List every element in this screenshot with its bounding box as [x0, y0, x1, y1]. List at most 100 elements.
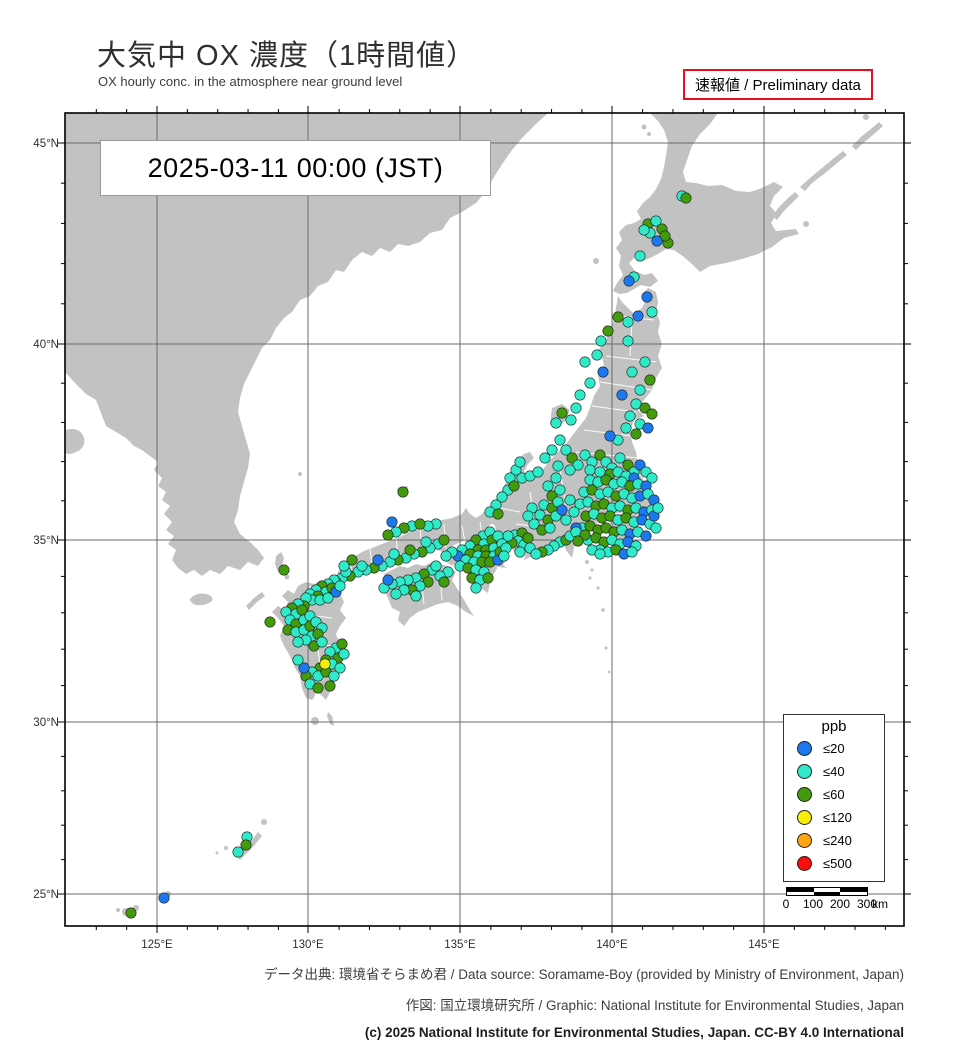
island-kunashiri [772, 192, 799, 220]
legend-item-label: ≤40 [823, 764, 845, 779]
station-dot [382, 574, 394, 586]
legend-item: ≤20 [784, 737, 884, 760]
station-dot [390, 588, 402, 600]
scale-bar-labels: 0 100 200 300 km [783, 897, 916, 911]
station-dot [319, 658, 331, 670]
station-dot [646, 408, 658, 420]
svg-text:140°E: 140°E [596, 939, 628, 951]
footer-copyright: (c) 2025 National Institute for Environm… [364, 1025, 904, 1040]
station-dot [264, 616, 276, 628]
station-dot [594, 449, 606, 461]
station-dot [372, 554, 384, 566]
legend-title: ppb [821, 718, 847, 735]
station-dot [312, 682, 324, 694]
station-dot [614, 452, 626, 464]
island-izu-3 [588, 576, 592, 580]
station-dot [652, 502, 664, 514]
legend-color-dot [797, 764, 812, 779]
station-dot [532, 466, 544, 478]
legend-color-dot [797, 856, 812, 871]
legend-item-label: ≤120 [823, 810, 852, 825]
station-dot [556, 504, 568, 516]
station-dot [328, 670, 340, 682]
scale-bar-number: 100 [802, 897, 824, 911]
footer-data-source: データ出典: 環境省そらまめ君 / Data source: Soramame-… [264, 967, 904, 982]
station-dot [591, 349, 603, 361]
station-dot [514, 546, 526, 558]
legend-item-label: ≤240 [823, 833, 852, 848]
station-dot [594, 548, 606, 560]
station-dot [334, 662, 346, 674]
station-dot [336, 638, 348, 650]
legend-item-label: ≤60 [823, 787, 845, 802]
station-dot [641, 291, 653, 303]
island-hokkaido [613, 113, 799, 294]
station-dot [579, 356, 591, 368]
station-dot [560, 514, 572, 526]
station-dot [556, 407, 568, 419]
station-dot [528, 518, 540, 530]
station-dot [404, 544, 416, 556]
island-izu-7 [607, 670, 611, 674]
station-dot [564, 464, 576, 476]
island-yakushima [311, 717, 319, 725]
station-dot [397, 486, 409, 498]
continent-asia [65, 113, 548, 576]
station-dot [604, 430, 616, 442]
station-dot [622, 459, 634, 471]
scale-bar-segment [840, 891, 867, 895]
station-dot [438, 576, 450, 588]
scale-bar-segment [813, 891, 841, 895]
legend-color-dot [797, 741, 812, 756]
station-dot [574, 389, 586, 401]
svg-text:125°E: 125°E [141, 939, 173, 951]
island-kuril-islet [863, 114, 869, 120]
station-dot [546, 444, 558, 456]
island-okushiri [593, 258, 599, 264]
station-dots [125, 190, 692, 919]
station-dot [584, 377, 596, 389]
preliminary-data-badge: 速報値 / Preliminary data [683, 69, 873, 100]
station-dot [508, 480, 520, 492]
station-dot [624, 410, 636, 422]
station-dot [470, 582, 482, 594]
station-dot [438, 534, 450, 546]
island-goto [246, 592, 265, 610]
station-dot [496, 491, 508, 503]
scale-bar-number: 200 [829, 897, 851, 911]
island-izu-5 [601, 608, 605, 612]
legend-color-dot [797, 787, 812, 802]
axis-labels: 125°E 130°E 135°E 140°E 145°E 45°N 40°N 35°N 30°… [33, 138, 780, 951]
station-dot [522, 510, 534, 522]
station-dot [298, 662, 310, 674]
svg-text:145°E: 145°E [748, 939, 780, 951]
island-izu-6 [604, 646, 608, 650]
station-dot [566, 452, 578, 464]
station-dot [620, 422, 632, 434]
station-dot [651, 235, 663, 247]
station-dot [623, 275, 635, 287]
map-frame [64, 112, 905, 927]
legend-color-dot [797, 833, 812, 848]
station-dot [544, 522, 556, 534]
station-dot [498, 550, 510, 562]
station-dot [634, 384, 646, 396]
island-ulleung [298, 472, 302, 476]
island-tsushima [275, 552, 284, 572]
island-amami [261, 819, 267, 825]
station-dot [680, 192, 692, 204]
station-dot [240, 839, 252, 851]
station-dot [568, 506, 580, 518]
station-dot [550, 417, 562, 429]
station-dot [646, 472, 658, 484]
station-dot [622, 335, 634, 347]
legend-item: ≤240 [784, 829, 884, 852]
svg-text:40°N: 40°N [33, 339, 59, 351]
scale-bar-number: 0 [782, 897, 790, 911]
station-dot [622, 316, 634, 328]
station-dot [430, 560, 442, 572]
scale-bar-segment [840, 888, 867, 892]
island-izu-4 [596, 586, 600, 590]
legend-item: ≤60 [784, 783, 884, 806]
island-jeju [190, 593, 213, 606]
